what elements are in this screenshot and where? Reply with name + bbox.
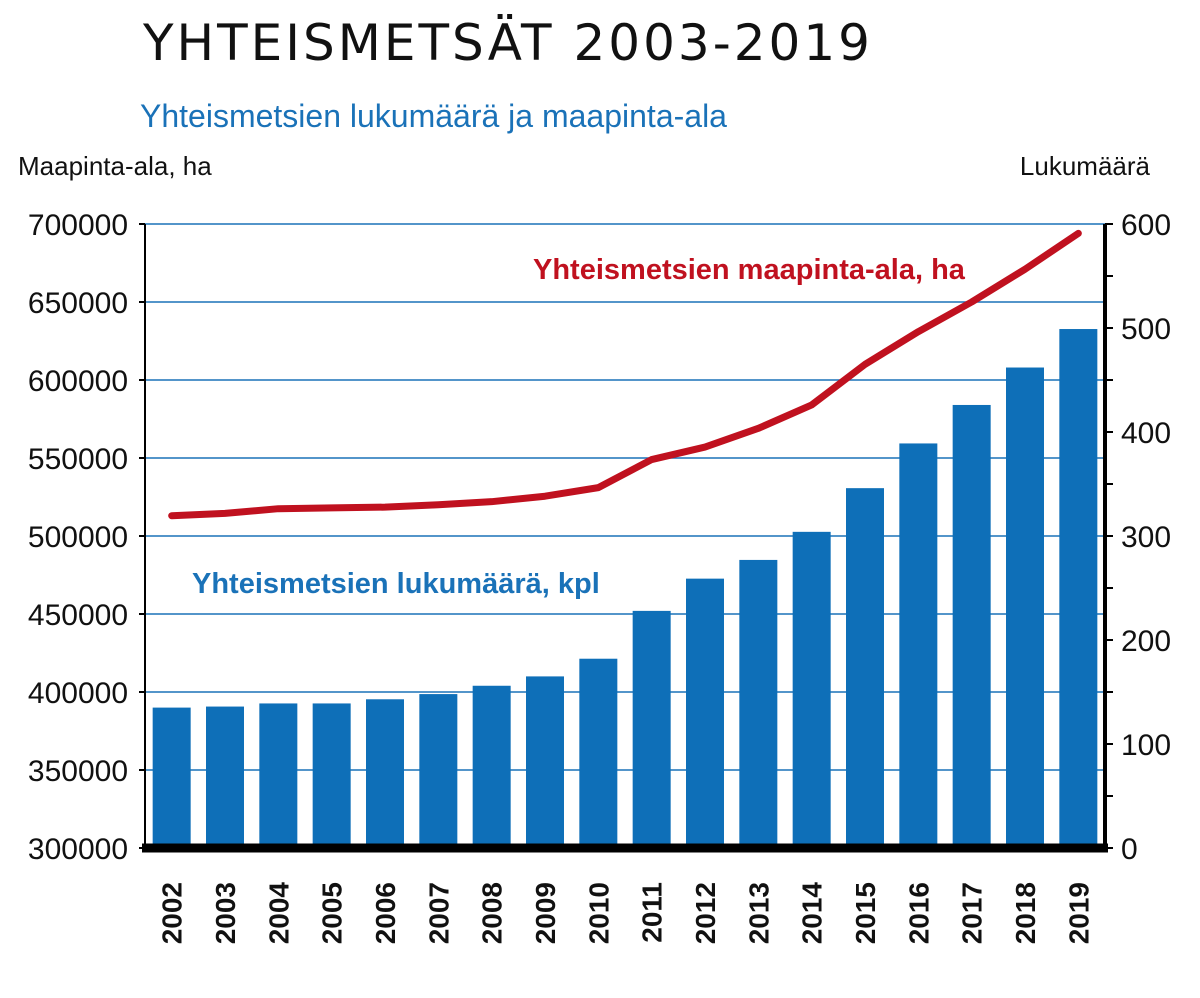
x-tick-label: 2002 bbox=[157, 882, 188, 944]
left-tick-label: 500000 bbox=[28, 521, 128, 554]
line-path bbox=[168, 229, 1082, 520]
bar bbox=[366, 699, 404, 848]
right-tick-label: 400 bbox=[1121, 417, 1171, 450]
line-series-label: Yhteismetsien maapinta-ala, ha bbox=[533, 254, 966, 286]
bar bbox=[152, 707, 191, 848]
left-tick-label: 400000 bbox=[28, 677, 128, 710]
left-tick-label: 300000 bbox=[28, 833, 128, 866]
bar bbox=[1059, 329, 1098, 848]
x-tick-label: 2012 bbox=[690, 882, 721, 944]
left-axis-label: Maapinta-ala, ha bbox=[18, 151, 212, 181]
x-tick-labels: 2002 2003 2004 2005 2006 2007 2008 2009 2010 2011… bbox=[157, 882, 1095, 945]
left-tick-label: 700000 bbox=[28, 209, 128, 242]
x-tick-label: 2018 bbox=[1010, 882, 1041, 944]
right-tick-label: 500 bbox=[1121, 313, 1171, 346]
left-tick-label: 550000 bbox=[28, 443, 128, 476]
bar bbox=[419, 694, 458, 848]
right-axis-label: Lukumäärä bbox=[1019, 151, 1150, 181]
x-tick-label: 2009 bbox=[530, 882, 561, 944]
bar bbox=[526, 676, 564, 848]
right-tick-labels: 0 100 200 300 400 500 600 bbox=[1105, 209, 1171, 866]
line-series bbox=[168, 229, 1082, 520]
x-tick-label: 2006 bbox=[370, 882, 401, 944]
right-tick-label: 100 bbox=[1121, 729, 1171, 762]
x-tick-label: 2003 bbox=[210, 882, 241, 944]
x-tick-label: 2005 bbox=[317, 882, 348, 944]
bar bbox=[259, 703, 298, 848]
bar bbox=[579, 658, 618, 848]
x-tick-label: 2015 bbox=[850, 882, 881, 944]
bar bbox=[686, 578, 724, 848]
x-tick-label: 2010 bbox=[583, 882, 614, 944]
bar bbox=[632, 610, 671, 848]
x-tick-label: 2016 bbox=[903, 882, 934, 944]
left-tick-label: 450000 bbox=[28, 599, 128, 632]
bar-series-label: Yhteismetsien lukumäärä, kpl bbox=[192, 568, 600, 600]
x-tick-label: 2007 bbox=[423, 882, 454, 944]
x-tick-label: 2004 bbox=[263, 882, 294, 945]
bar bbox=[1006, 367, 1044, 848]
bar bbox=[206, 706, 244, 848]
left-tick-label: 600000 bbox=[28, 365, 128, 398]
right-tick-label: 200 bbox=[1121, 625, 1171, 658]
x-tick-label: 2013 bbox=[743, 882, 774, 944]
x-tick-label: 2008 bbox=[477, 882, 508, 944]
bar bbox=[472, 685, 511, 848]
bar bbox=[312, 703, 351, 848]
left-tick-label: 650000 bbox=[28, 287, 128, 320]
bar bbox=[792, 531, 831, 848]
bar bbox=[899, 443, 938, 848]
bar-series bbox=[152, 329, 1098, 848]
left-tick-labels: 300000 350000 400000 450000 500000 550000 6000… bbox=[28, 209, 145, 866]
right-tick-label: 300 bbox=[1121, 521, 1171, 554]
chart-subtitle: Yhteismetsien lukumäärä ja maapinta-ala bbox=[140, 98, 727, 134]
gridlines bbox=[145, 223, 1105, 771]
right-tick-label: 600 bbox=[1121, 209, 1171, 242]
x-tick-label: 2014 bbox=[797, 882, 828, 945]
x-tick-label: 2017 bbox=[957, 882, 988, 944]
bar bbox=[739, 559, 778, 848]
right-tick-label: 0 bbox=[1121, 833, 1138, 866]
page-title: YHTEISMETSÄT 2003-2019 bbox=[143, 14, 873, 72]
x-tick-label: 2011 bbox=[637, 882, 668, 943]
x-tick-label: 2019 bbox=[1063, 882, 1094, 944]
left-tick-label: 350000 bbox=[28, 755, 128, 788]
bar bbox=[846, 488, 884, 848]
bar bbox=[952, 404, 991, 848]
